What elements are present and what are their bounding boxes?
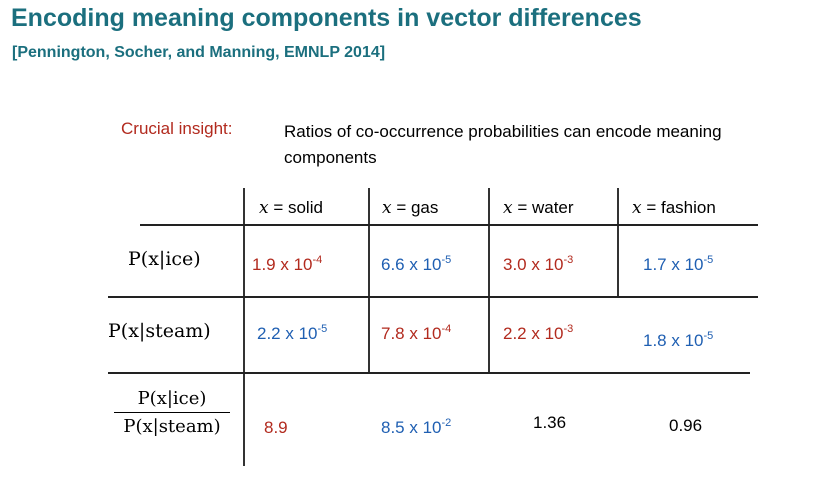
column-header-fashion: x = fashion — [632, 198, 716, 218]
table-cell: 1.36 — [533, 413, 567, 432]
table-cell: 8.5 x 10-2 — [381, 417, 452, 437]
table-cell: 1.9 x 10-4 — [252, 254, 323, 274]
table-vertical-rule — [368, 188, 370, 372]
row-label-p-ice: P(x|ice) — [128, 248, 201, 270]
table-horizontal-rule — [108, 296, 758, 298]
table-horizontal-rule — [108, 372, 750, 374]
column-header-water: x = water — [503, 198, 574, 218]
column-header-gas: x = gas — [382, 198, 439, 218]
table-cell: 1.7 x 10-5 — [643, 254, 714, 274]
table-vertical-rule — [488, 188, 490, 372]
table-horizontal-rule — [140, 224, 758, 226]
table-cell: 3.0 x 10-3 — [503, 254, 574, 274]
table-vertical-rule — [617, 188, 619, 296]
table-cell: 8.9 — [264, 418, 288, 437]
table-cell: 2.2 x 10-5 — [257, 323, 328, 343]
row-label-ratio: P(x|ice) P(x|steam) — [114, 388, 230, 437]
table-cell: 6.6 x 10-5 — [381, 254, 452, 274]
insight-label: Crucial insight: — [121, 119, 233, 138]
slide-title: Encoding meaning components in vector di… — [11, 4, 642, 32]
table-cell: 7.8 x 10-4 — [381, 323, 452, 343]
row-label-p-steam: P(x|steam) — [108, 320, 211, 342]
table-cell: 2.2 x 10-3 — [503, 323, 574, 343]
ratio-numerator: P(x|ice) — [114, 388, 230, 413]
table-vertical-rule — [243, 188, 245, 466]
citation: [Pennington, Socher, and Manning, EMNLP … — [12, 44, 386, 61]
ratio-denominator: P(x|steam) — [123, 416, 221, 437]
table-cell: 1.8 x 10-5 — [643, 330, 714, 350]
column-header-solid: x = solid — [259, 198, 323, 218]
insight-text: Ratios of co-occurrence probabilities ca… — [284, 122, 722, 167]
table-cell: 0.96 — [669, 416, 703, 435]
